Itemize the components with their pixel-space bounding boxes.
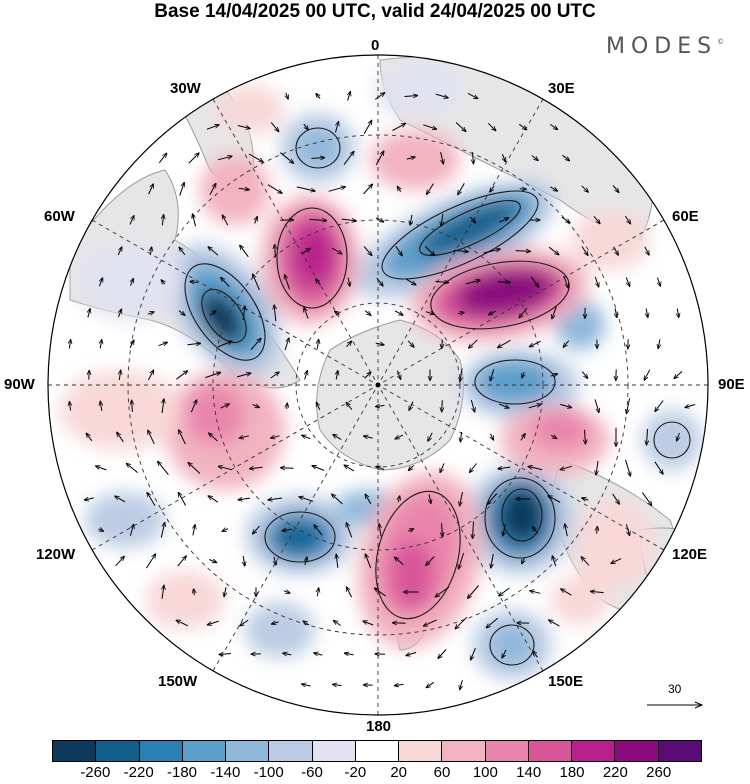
colorbar-tick-label: -220 bbox=[124, 764, 154, 781]
lon-label-90e: 90E bbox=[718, 376, 745, 393]
wind-vector-arrow bbox=[498, 282, 511, 283]
colorbar-tick-label: 220 bbox=[603, 764, 628, 781]
lon-label-120w: 120W bbox=[36, 546, 75, 563]
colorbar-swatch bbox=[312, 741, 355, 761]
colorbar-swatch bbox=[528, 741, 571, 761]
colorbar-swatch bbox=[398, 741, 441, 761]
lon-label-150e: 150E bbox=[548, 673, 583, 690]
colorbar-tick-label: 180 bbox=[559, 764, 584, 781]
colorbar-swatch bbox=[53, 741, 95, 761]
colorbar-tick-label: 100 bbox=[473, 764, 498, 781]
lon-label-90w: 90W bbox=[4, 376, 35, 393]
wind-vector-arrow bbox=[287, 403, 288, 409]
colorbar-tick-label: -260 bbox=[80, 764, 110, 781]
colorbar-tick-label: 140 bbox=[516, 764, 541, 781]
reference-vector: 30 bbox=[644, 682, 706, 710]
lon-label-60e: 60E bbox=[672, 208, 699, 225]
colorbar-swatch bbox=[441, 741, 484, 761]
colorbar-swatch bbox=[485, 741, 528, 761]
lon-label-30e: 30E bbox=[548, 80, 575, 97]
colorbar-swatch bbox=[614, 741, 657, 761]
lon-label-150w: 150W bbox=[158, 673, 197, 690]
colorbar-tick-label: 60 bbox=[434, 764, 451, 781]
colorbar-swatch bbox=[225, 741, 268, 761]
colorbar-tick-label: -60 bbox=[301, 764, 323, 781]
colorbar-swatch bbox=[355, 741, 398, 761]
lon-label-180: 180 bbox=[366, 718, 391, 735]
colorbar-swatch bbox=[182, 741, 225, 761]
lon-label-120e: 120E bbox=[672, 546, 707, 563]
colorbar-swatch bbox=[139, 741, 182, 761]
colorbar-tick-label: -20 bbox=[344, 764, 366, 781]
lon-label-60w: 60W bbox=[44, 208, 75, 225]
colorbar-tick-label: 260 bbox=[646, 764, 671, 781]
colorbar bbox=[52, 740, 702, 762]
lon-label-0: 0 bbox=[371, 37, 379, 54]
colorbar-tick-label: -140 bbox=[210, 764, 240, 781]
wind-vector-arrow bbox=[442, 340, 443, 349]
colorbar-swatch bbox=[658, 741, 701, 761]
colorbar-tick-label: -180 bbox=[167, 764, 197, 781]
colorbar-tick-label: -100 bbox=[254, 764, 284, 781]
wind-vector-arrow bbox=[281, 468, 294, 469]
colorbar-ticks: -260 -220 -180 -140 -100 -60 -20 20 60 100 140 180 2… bbox=[52, 764, 702, 784]
colorbar-swatch bbox=[95, 741, 138, 761]
wind-vector-arrow bbox=[442, 400, 443, 412]
colorbar-swatch bbox=[571, 741, 614, 761]
south-pole-marker bbox=[376, 383, 381, 388]
lon-label-30w: 30W bbox=[170, 80, 201, 97]
colorbar-tick-label: 20 bbox=[390, 764, 407, 781]
colorbar-swatch bbox=[268, 741, 311, 761]
